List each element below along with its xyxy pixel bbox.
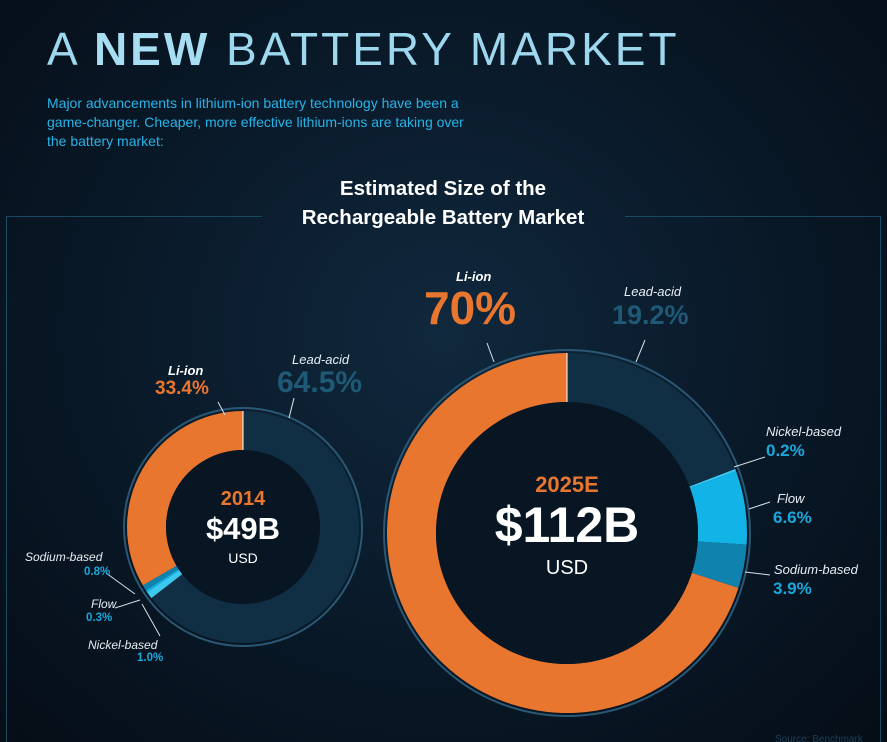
label-2014-nickel-name: Nickel-based [88,638,158,652]
donut-2014-slice-sodium-based [142,565,179,591]
chart-title-line1: Estimated Size of the [339,177,547,200]
center-2025-total: $112B [494,497,640,553]
donut-2025e-outer-ring [383,349,751,717]
frame-border-top-right [625,216,881,217]
donut-2025e-slice-nickel-based [689,469,737,489]
label-2025-nickel-value: 0.2% [766,441,805,460]
donut-2014-slice-li-ion [126,411,243,586]
frame-border-top-left [6,216,262,217]
intro-text: Major advancements in lithium-ion batter… [47,95,464,149]
donut-2014-slice-flow [145,569,180,593]
label-2014-sodium-value: 0.8% [84,566,111,578]
leader-line-2014-li-ion [217,401,226,416]
leader-line-2025e-flow [748,501,771,510]
center-2014-total: $49B [205,511,281,546]
label-2025-liion-name: Li-ion [456,269,492,284]
center-2014-year: 2014 [220,488,266,510]
label-2025-liion-value: 70% [424,282,517,334]
chart-title: Estimated Size of the Rechargeable Batte… [240,174,646,232]
label-2025-sodium-value: 3.9% [773,579,812,598]
center-2025-unit: USD [545,557,589,579]
label-2025-leadacid-value: 19.2% [612,300,689,330]
label-2025-sodium-name: Sodium-based [774,562,858,577]
leader-line-2014-flow [114,599,141,609]
leader-line-2025e-sodium-based [744,571,771,576]
title-pre: A [47,23,79,75]
label-2014-liion-name: Li-ion [168,363,204,378]
donut-2025e-hole [436,402,698,664]
leader-line-2014-nickel-based [105,572,136,595]
donut-2025e-slice-flow [690,471,747,545]
label-2014-nickel-value: 1.0% [137,652,164,664]
chart-title-line2: Rechargeable Battery Market [301,206,585,229]
label-2025-nickel-name: Nickel-based [766,424,842,439]
source-note: Source: Benchmark [775,734,863,742]
center-2025-year: 2025E [535,472,599,497]
label-2014-liion-value: 33.4% [155,378,209,399]
title-strong: NEW [93,23,211,75]
label-2014-flow-name: Flow [91,597,117,611]
leader-line-2025e-li-ion [486,342,495,363]
leader-line-2025e-lead-acid [635,339,646,363]
donut-2025e-slice-lead-acid [567,353,736,487]
frame-border-left [6,216,7,742]
leader-line-2025e-nickel-based [733,456,766,468]
frame-border-right [880,216,881,742]
donut-2014-hole [166,450,320,604]
page-title: A NEW BATTERY MARKET [47,22,680,76]
label-2014-leadacid-value: 64.5% [277,366,363,399]
donut-2014-slice-nickel-based [147,570,183,599]
center-2014-unit: USD [228,550,258,566]
label-2014-sodium-name: Sodium-based [25,550,103,564]
donut-2025e-slice-sodium-based [691,541,747,588]
leader-line-2014-lead-acid [288,397,295,419]
donut-2014-slice-lead-acid [151,411,359,643]
title-post: BATTERY MARKET [226,23,680,75]
label-2014-leadacid-name: Lead-acid [292,352,350,367]
label-2025-leadacid-name: Lead-acid [624,284,682,299]
label-2025-flow-value: 6.6% [773,508,812,527]
label-2014-flow-value: 0.3% [86,612,113,624]
donut-2014-outer-ring [123,407,363,647]
label-2025-flow-name: Flow [777,491,805,506]
leader-line-2014-sodium-based [141,603,161,637]
